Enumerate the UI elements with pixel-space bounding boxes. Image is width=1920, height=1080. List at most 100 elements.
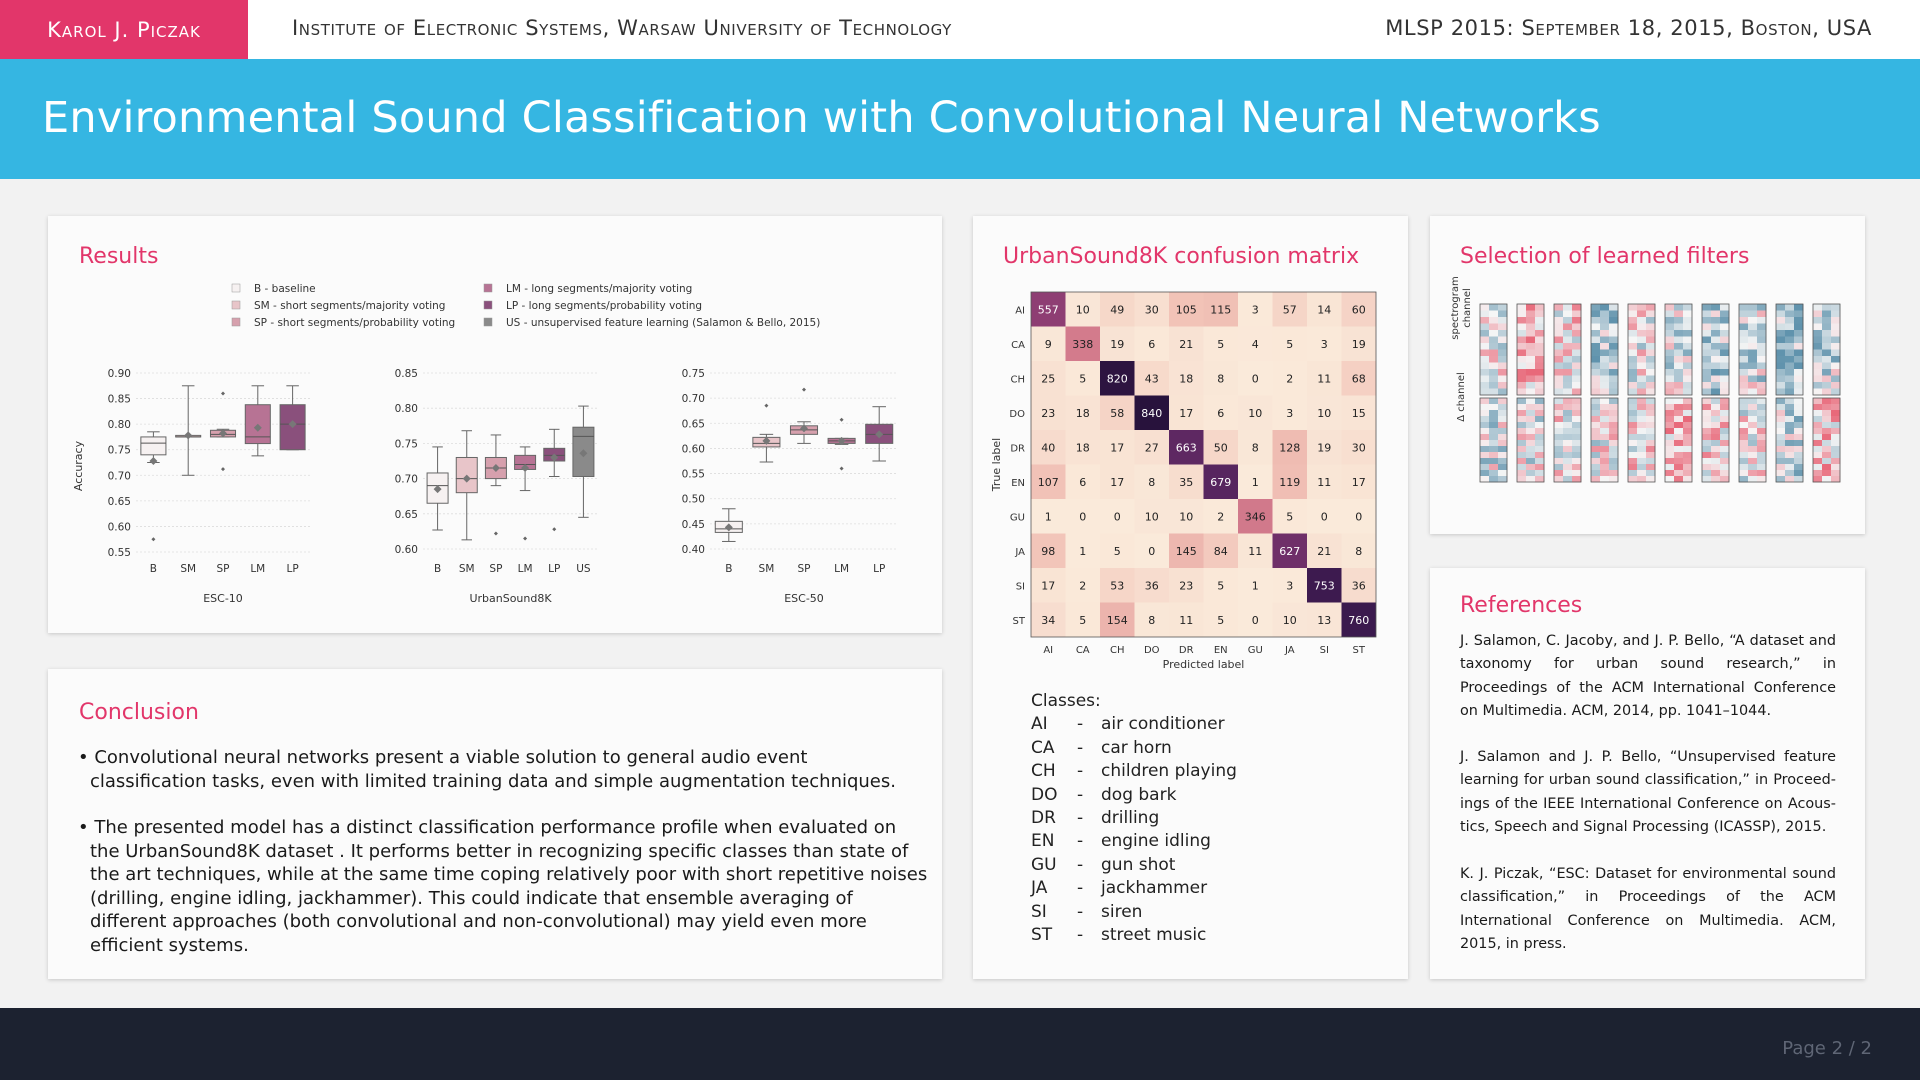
filter-pixel [1535, 452, 1545, 459]
matrix-cell-value: 3 [1321, 338, 1328, 351]
filter-pixel [1702, 310, 1712, 318]
matrix-cell-value: 0 [1114, 510, 1121, 523]
filter-pixel [1776, 446, 1786, 453]
filter-pixel [1822, 375, 1832, 383]
filter-pixel [1646, 343, 1656, 350]
filter-pixel [1526, 356, 1536, 363]
matrix-cell [1169, 326, 1204, 361]
filter-pixel [1720, 382, 1730, 389]
matrix-cell-value: 0 [1148, 545, 1155, 558]
filter-pixel [1498, 410, 1508, 417]
filter-pixel [1776, 304, 1786, 311]
filter-pixel [1739, 336, 1749, 344]
filter-pixel [1785, 375, 1795, 383]
filter-pixel [1748, 476, 1758, 483]
filter-pixel [1748, 310, 1758, 318]
filter-pixel [1535, 458, 1545, 465]
filter-pixel [1794, 362, 1804, 370]
matrix-cell-value: 17 [1352, 476, 1366, 489]
filter-pixel [1646, 388, 1656, 396]
filter-pixel [1776, 362, 1786, 370]
matrix-cell-value: 4 [1252, 338, 1259, 351]
filter-pixel [1609, 464, 1619, 471]
filter-pixel [1748, 434, 1758, 441]
filter-pixel [1526, 410, 1536, 417]
box-mean-marker [433, 485, 442, 494]
filter-pixel [1822, 310, 1832, 318]
filter-pixel [1748, 440, 1758, 447]
filter-pixel [1646, 304, 1656, 311]
filter-pixel [1572, 382, 1582, 389]
matrix-cell [1031, 568, 1066, 603]
filter-pixel [1517, 422, 1527, 429]
filter-pixel [1498, 464, 1508, 471]
filter-pixel [1646, 428, 1656, 435]
filter-pixel [1720, 458, 1730, 465]
filter-pixel [1813, 343, 1823, 350]
spectrogram-channel-label: spectrogram [1450, 276, 1461, 339]
filter-pixel [1591, 428, 1601, 435]
matrix-cell [1203, 602, 1238, 637]
filter-pixel [1498, 458, 1508, 465]
y-tick-label: 0.70 [682, 393, 705, 405]
matrix-cell [1238, 464, 1273, 499]
filter-pixel [1498, 470, 1508, 477]
filter-pixel [1739, 446, 1749, 453]
matrix-cell [1100, 602, 1135, 637]
filter-pixel [1748, 404, 1758, 411]
filter-pixel [1785, 310, 1795, 318]
matrix-cell [1203, 533, 1238, 568]
filter-pixel [1563, 310, 1573, 318]
legend-swatch [231, 283, 241, 293]
matrix-cell-value: 119 [1279, 476, 1300, 489]
filter-pixel [1776, 343, 1786, 350]
filter-pixel [1535, 375, 1545, 383]
y-axis-label: True label [990, 438, 1003, 492]
filter-pixel [1813, 304, 1823, 311]
matrix-cell-value: 820 [1107, 372, 1128, 385]
matrix-cell-value: 34 [1041, 614, 1055, 627]
matrix-cell-value: 27 [1145, 441, 1159, 454]
filter-pixel [1720, 349, 1730, 357]
filter-pixel [1563, 343, 1573, 350]
box [140, 436, 167, 456]
filter-pixel [1591, 310, 1601, 318]
filter-pixel [1517, 434, 1527, 441]
filter-pixel [1776, 369, 1786, 376]
filter-pixel [1563, 375, 1573, 383]
class-row: JA - jackhammer [1031, 877, 1237, 900]
filter-pixel [1720, 330, 1730, 337]
filter-pixel [1674, 323, 1684, 331]
filter-pixel [1831, 404, 1841, 411]
filter-pixel [1572, 304, 1582, 311]
box-mean-marker [149, 456, 158, 465]
filter-pixel [1739, 343, 1749, 350]
filter-pixel [1637, 336, 1647, 344]
filter-pixel [1720, 416, 1730, 423]
filter-pixel [1535, 369, 1545, 376]
matrix-cell-value: 663 [1176, 441, 1197, 454]
filter-pixel [1628, 304, 1638, 311]
matrix-cell [1238, 568, 1273, 603]
filter-pixel [1831, 470, 1841, 477]
filter-pixel [1526, 349, 1536, 357]
box-mean-marker [288, 420, 297, 429]
filter-pixel [1646, 422, 1656, 429]
filter-pixel [1646, 470, 1656, 477]
box-mean-marker [579, 449, 588, 458]
filter-pixel [1720, 343, 1730, 350]
delta-channel-label: Δ channel [1456, 372, 1467, 422]
filter-pixel [1628, 343, 1638, 350]
matrix-cell-value: 25 [1041, 372, 1055, 385]
filter-pixel [1683, 434, 1693, 441]
filter-pixel [1628, 349, 1638, 357]
filter-pixel [1572, 398, 1582, 405]
filter-pixel [1480, 470, 1490, 477]
filter-pixel [1702, 428, 1712, 435]
filter-pixel [1628, 369, 1638, 376]
filter-pixel [1535, 422, 1545, 429]
filter-pixel [1489, 375, 1499, 383]
filter-pixel [1794, 343, 1804, 350]
filter-pixel [1600, 304, 1610, 311]
filter-pixel [1526, 330, 1536, 337]
